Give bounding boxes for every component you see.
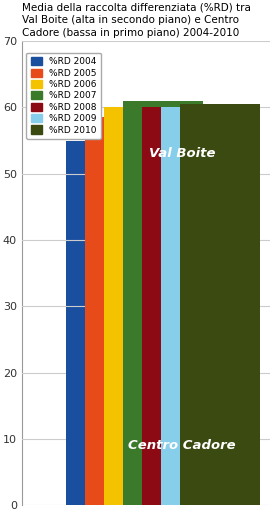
- Bar: [180, 104, 260, 505]
- Bar: [85, 353, 165, 505]
- Text: Val Boite: Val Boite: [149, 148, 215, 160]
- Bar: [142, 107, 222, 505]
- Bar: [66, 359, 146, 505]
- Bar: [161, 107, 241, 505]
- Bar: [104, 107, 184, 505]
- Bar: [161, 273, 241, 505]
- Legend: %RD 2004, %RD 2005, %RD 2006, %RD 2007, %RD 2008, %RD 2009, %RD 2010: %RD 2004, %RD 2005, %RD 2006, %RD 2007, …: [26, 52, 101, 139]
- Bar: [142, 290, 222, 505]
- Bar: [85, 117, 165, 505]
- Bar: [66, 141, 146, 505]
- Text: Centro Cadore: Centro Cadore: [128, 439, 236, 452]
- Bar: [180, 240, 260, 505]
- Bar: [123, 300, 203, 505]
- Text: Media della raccolta differenziata (%RD) tra
Val Boite (alta in secondo piano) e: Media della raccolta differenziata (%RD)…: [22, 3, 251, 38]
- Bar: [104, 333, 184, 505]
- Bar: [123, 101, 203, 505]
